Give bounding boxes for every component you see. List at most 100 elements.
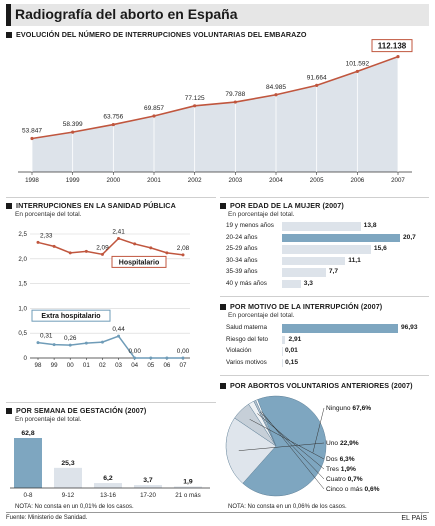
value-label: 2,41 — [112, 228, 125, 235]
x-tick-label: 1998 — [25, 177, 39, 184]
bar-row: 20-24 años 20,7 — [226, 233, 435, 242]
previous-heading: POR ABORTOS VOLUNTARIOS ANTERIORES (2007… — [220, 381, 413, 390]
series-label-box — [31, 309, 111, 322]
x-tick-label: 02 — [99, 362, 106, 369]
data-point — [117, 236, 121, 240]
value-label: 96,93 — [401, 324, 418, 331]
age-heading: POR EDAD DE LA MUJER (2007) — [220, 201, 344, 210]
motive-subtitle: En porcentaje del total. — [228, 312, 295, 319]
bar-row: Riesgo del feto 2,91 — [226, 335, 435, 344]
data-point — [133, 356, 137, 360]
evolution-point — [193, 104, 197, 108]
value-label: 0,26 — [64, 335, 77, 342]
age-subtitle: En porcentaje del total. — [228, 211, 295, 218]
bar-row: Varios motivos 0,15 — [226, 358, 435, 367]
x-tick-label: 07 — [180, 362, 187, 369]
pie-label: Cinco o más 0,6% — [326, 486, 380, 493]
evolution-value-label: 63.756 — [103, 114, 123, 121]
pie-value-label: 0,7% — [348, 476, 363, 483]
x-tick-label: 98 — [35, 362, 42, 369]
heading-square — [220, 202, 226, 209]
divider — [6, 197, 216, 198]
evolution-value-label: 112.138 — [378, 42, 407, 51]
category-label: 40 y más años — [226, 279, 267, 287]
heading-square — [6, 202, 12, 209]
x-tick-label: 2005 — [310, 177, 324, 184]
evolution-point — [396, 55, 400, 59]
data-point — [117, 334, 121, 338]
heading-square — [6, 407, 12, 414]
motive-heading: POR MOTIVO DE LA INTERRUPCIÓN (2007) — [220, 302, 382, 311]
leader-line — [249, 419, 325, 460]
x-tick-label: 05 — [147, 362, 154, 369]
pie-label: Ninguno 67,6% — [326, 405, 371, 412]
bar — [94, 483, 122, 488]
bar — [174, 486, 202, 488]
bar-row: Salud materna 96,93 — [226, 323, 435, 333]
gestation-chart: 62,8 0-8 25,3 9-12 6,2 13-16 3,7 17-20 1,9 21 o m… — [10, 430, 210, 499]
bar-row: 35-39 años 7,7 — [226, 267, 435, 277]
pie-category-label: Uno — [326, 440, 340, 447]
value-label: 7,7 — [328, 268, 339, 275]
y-tick-label: 2,0 — [18, 256, 27, 263]
bar — [282, 324, 398, 333]
public-health-heading-text: INTERRUPCIONES EN LA SANIDAD PÚBLICA — [16, 201, 176, 210]
source-text: Fuente: Ministerio de Sanidad. — [6, 515, 88, 521]
public-health-heading: INTERRUPCIONES EN LA SANIDAD PÚBLICA — [6, 201, 176, 210]
data-point — [133, 242, 137, 246]
category-label: 30-34 años — [226, 256, 258, 264]
gestation-subtitle: En porcentaje del total. — [15, 416, 82, 423]
category-label: 19 y menos años — [226, 222, 274, 229]
x-tick-label: 2002 — [188, 177, 202, 184]
x-tick-label: 03 — [115, 362, 122, 369]
category-label: Salud materna — [226, 324, 267, 331]
bar — [282, 358, 283, 367]
bar — [282, 347, 283, 356]
evolution-point — [71, 130, 75, 134]
pie-value-label: 67,6% — [352, 405, 371, 412]
evolution-value-label: 84.985 — [266, 84, 286, 91]
footer-rule — [6, 512, 429, 513]
evolution-chart: 1998 1999 2000 2001 2002 2003 2004 2005 2006 2007… — [18, 39, 413, 184]
value-label: 6,2 — [103, 475, 113, 482]
data-point — [100, 252, 104, 256]
category-label: 20-24 años — [226, 233, 258, 241]
value-label: 20,7 — [403, 233, 416, 241]
pie-slice-ninguno — [242, 395, 327, 497]
pie-category-label: Cinco o más — [326, 486, 364, 493]
gestation-heading-text: POR SEMANA DE GESTACIÓN (2007) — [16, 406, 147, 415]
x-tick-label: 2004 — [269, 177, 283, 184]
leader-line — [257, 413, 325, 470]
highlight-box — [371, 39, 413, 53]
divider — [220, 197, 429, 198]
evolution-area — [32, 56, 398, 172]
bar — [282, 233, 400, 242]
heading-square — [220, 382, 226, 389]
evolution-value-label: 58.399 — [63, 121, 83, 128]
value-label: 2,08 — [177, 245, 190, 252]
bar — [54, 467, 82, 488]
public-health-subtitle: En porcentaje del total. — [15, 211, 82, 218]
bar-row: 30-34 años 11,1 — [226, 256, 435, 265]
data-point — [149, 246, 153, 250]
leader-line — [238, 442, 325, 451]
data-point — [149, 356, 153, 360]
divider — [6, 402, 216, 403]
heading-square — [6, 31, 12, 38]
evolution-value-label: 53.847 — [22, 128, 42, 135]
page-title: Radiografía del aborto en España — [15, 6, 238, 22]
evolution-heading: EVOLUCIÓN DEL NÚMERO DE INTERRUPCIONES V… — [6, 30, 307, 39]
evolution-point — [355, 69, 359, 74]
bar-row: 40 y más años 3,3 — [226, 279, 435, 288]
divider — [220, 296, 429, 297]
pie-category-label: Cuatro — [326, 476, 348, 483]
pie-category-label: Tres — [326, 466, 341, 473]
x-tick-label: 2007 — [391, 177, 405, 184]
evolution-point — [111, 122, 115, 127]
value-label: 15,6 — [373, 245, 387, 252]
value-label: 25,3 — [61, 460, 74, 467]
value-label: 2,33 — [40, 232, 53, 239]
previous-heading-text: POR ABORTOS VOLUNTARIOS ANTERIORES (2007… — [230, 381, 413, 390]
data-point — [68, 343, 72, 347]
evolution-value-label: 91.664 — [307, 74, 327, 81]
